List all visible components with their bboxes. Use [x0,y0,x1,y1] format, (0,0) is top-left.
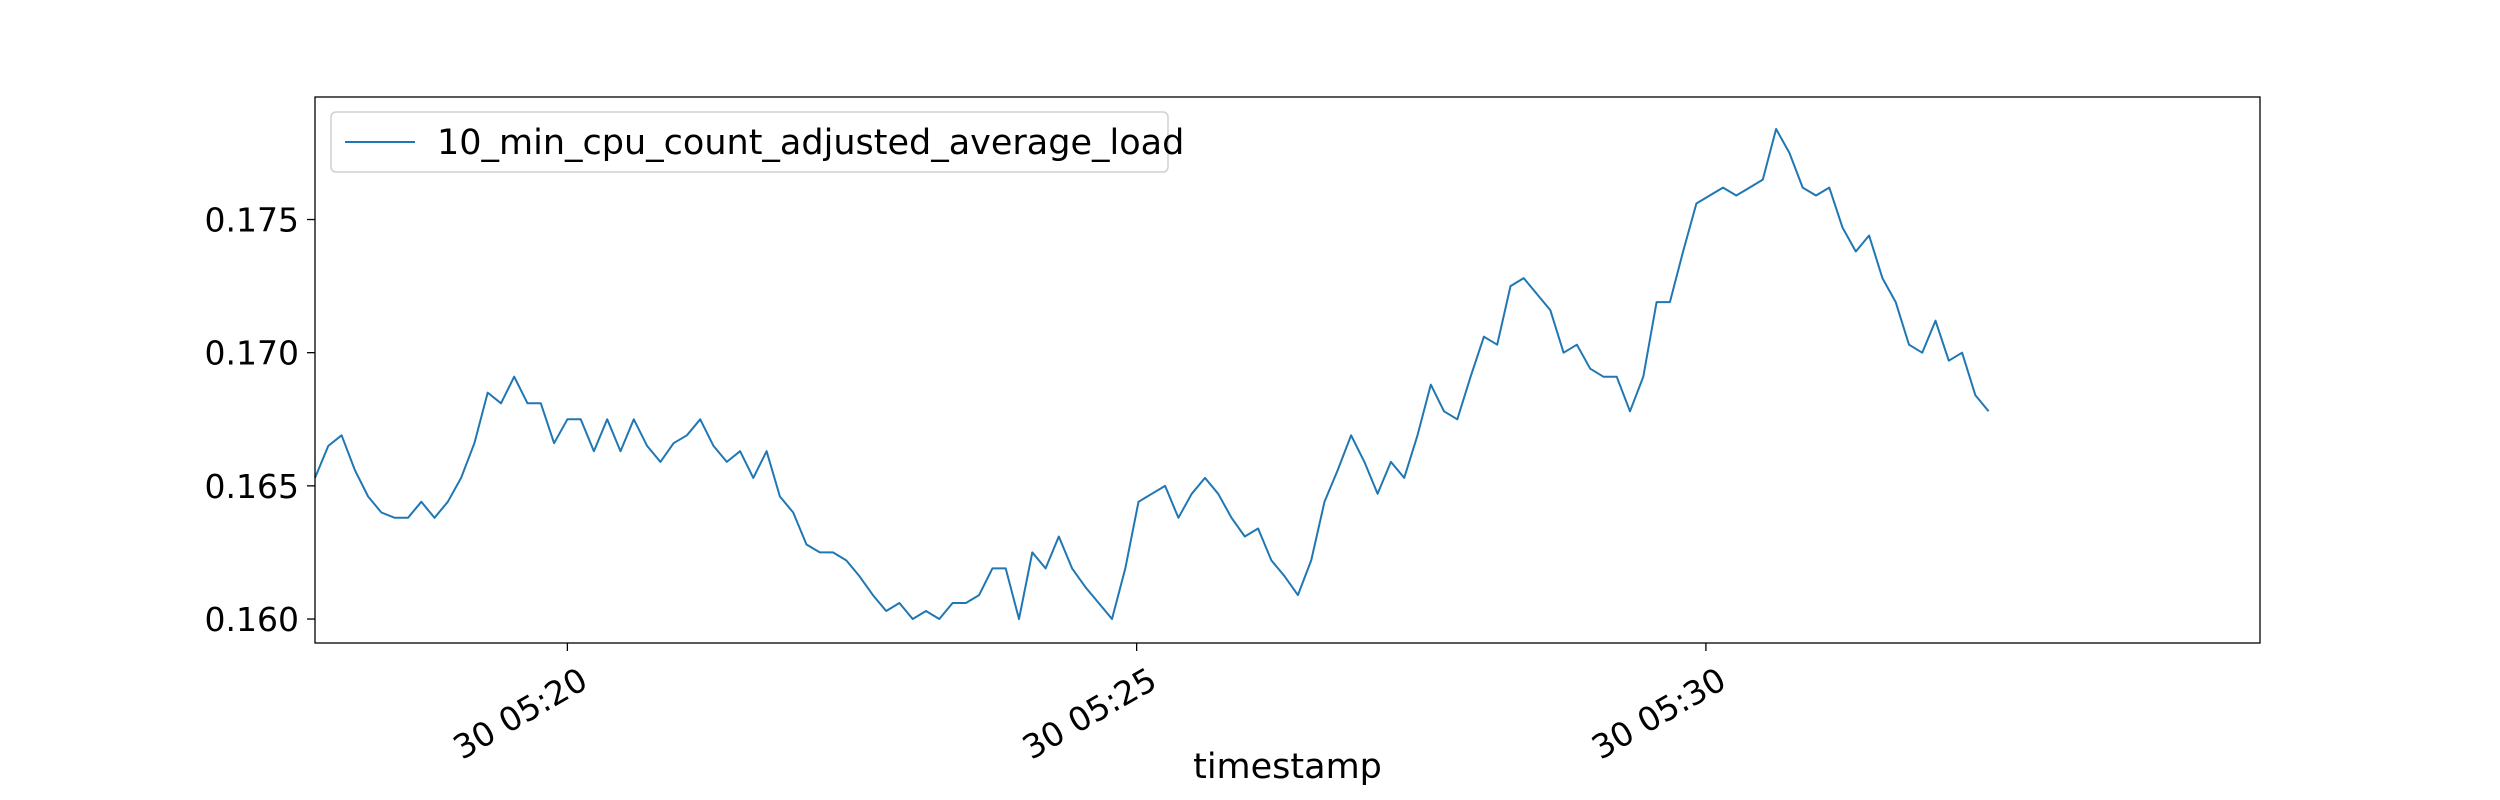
legend-box [330,111,1169,173]
y-tick-label: 0.160 [205,600,299,639]
y-tick-label: 0.175 [205,201,299,240]
y-tick-label: 0.165 [205,467,299,506]
legend: 10_min_cpu_count_adjusted_average_load [330,111,1184,173]
x-tick-label: 30 05:25 [1016,660,1163,768]
line-layer [314,128,1990,620]
x-axis: 30 05:20 30 05:25 30 05:30 [446,643,1732,767]
x-axis-title: timestamp [1193,747,1382,787]
y-axis: 0.160 0.165 0.170 0.175 [205,201,315,639]
y-tick-label: 0.170 [205,334,299,373]
legend-label: 10_min_cpu_count_adjusted_average_load [437,123,1184,163]
x-tick-label: 30 05:30 [1585,660,1732,768]
series-line [314,128,1990,620]
plot-frame [314,96,2261,644]
x-tick-label: 30 05:20 [446,660,593,768]
